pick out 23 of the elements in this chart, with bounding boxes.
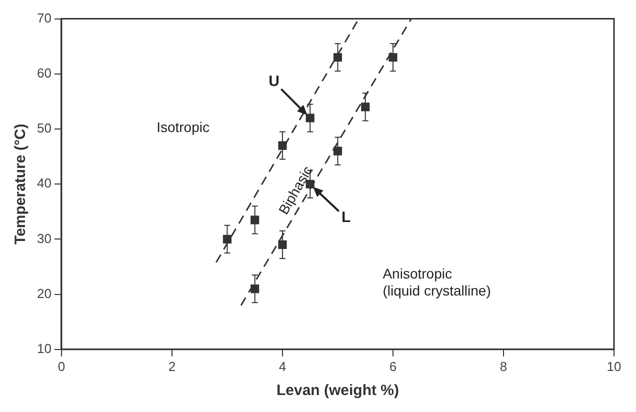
x-axis-title: Levan (weight %) <box>276 382 399 400</box>
x-tick-label: 6 <box>389 358 397 374</box>
x-tick-label: 10 <box>606 358 622 374</box>
y-tick-label: 70 <box>36 10 52 26</box>
y-tick-label: 20 <box>36 286 52 301</box>
point <box>306 114 314 122</box>
annotation: Isotropic <box>156 118 210 135</box>
y-axis-title: Temperature (°C) <box>12 124 30 244</box>
point <box>278 240 287 249</box>
point <box>278 141 287 150</box>
y-tick-label: 40 <box>36 176 52 191</box>
y-tick-label: 10 <box>36 340 52 356</box>
y-tick-label: 50 <box>36 120 52 136</box>
y-tick-label: 60 <box>36 65 52 80</box>
y-tick-label: 30 <box>36 230 52 246</box>
annotation: L <box>342 209 351 226</box>
x-tick-label: 4 <box>278 358 286 374</box>
x-tick-label: 2 <box>168 358 176 374</box>
annotation: U <box>268 73 280 90</box>
x-tick-label: 0 <box>58 358 66 374</box>
point <box>388 53 398 62</box>
annotation: Anisotropic (liquid crystalline) <box>382 266 491 299</box>
x-tick-label: 8 <box>500 358 508 374</box>
